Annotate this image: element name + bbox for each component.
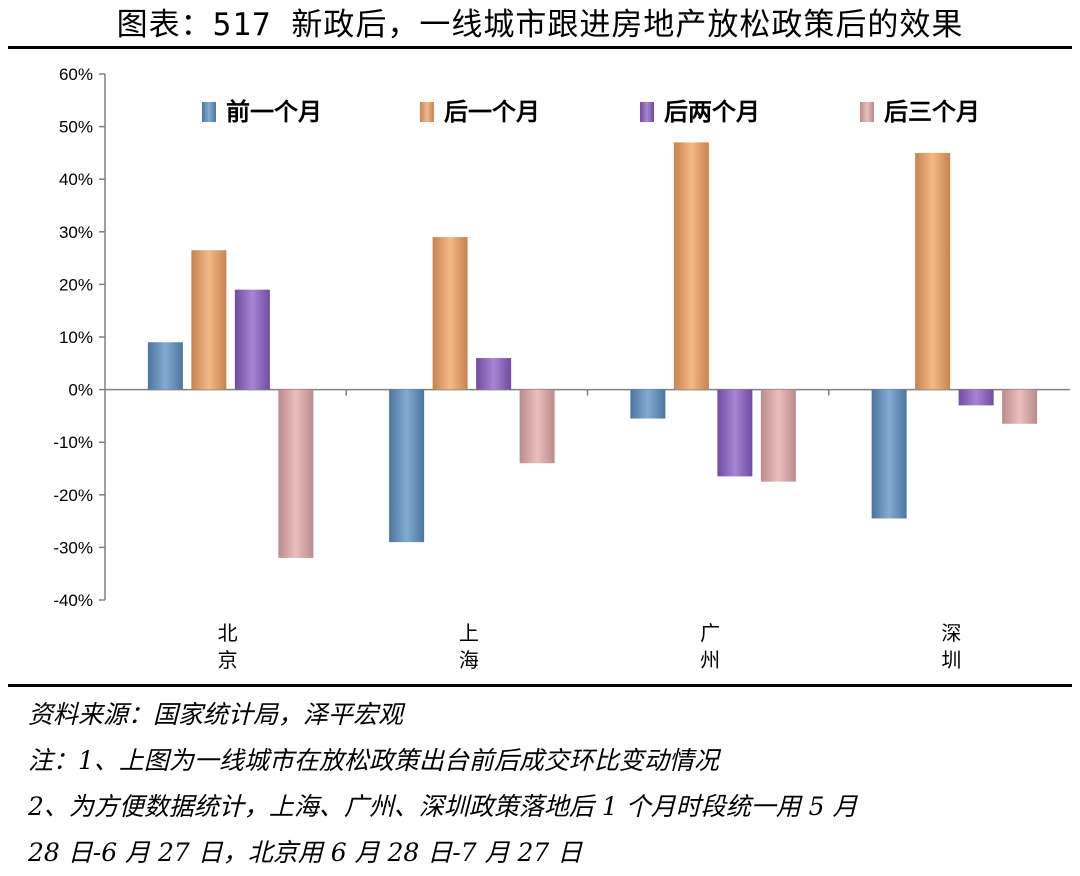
bar-chart: 60% 50% 40% 30% 20% 10% 0% -10% -20% -30% -40% 北京 上海… [53, 65, 1070, 672]
legend-swatch [420, 102, 434, 122]
category-label: 州 [700, 648, 720, 672]
y-tick-label: 30% [59, 223, 93, 242]
bar-深圳-后三个月 [1002, 389, 1038, 424]
legend-label: 前一个月 [226, 98, 322, 126]
y-tick-label: 40% [59, 170, 93, 189]
y-tick-label: 0% [68, 381, 93, 400]
y-tick-label: -30% [53, 538, 93, 557]
note-2-line-1: 2、为方便数据统计，上海、广州、深圳政策落地后 1 个月时段统一用 5 月 [28, 792, 858, 821]
bar-上海-后两个月 [476, 358, 512, 390]
bar-北京-前一个月 [147, 342, 183, 390]
bar-上海-后一个月 [432, 237, 468, 390]
bar-上海-后三个月 [519, 389, 555, 464]
category-label: 京 [218, 648, 238, 672]
legend-swatch [640, 102, 654, 122]
legend-swatch [202, 102, 216, 122]
bar-深圳-后一个月 [915, 152, 951, 390]
y-tick-label: 50% [59, 118, 93, 137]
bar-广州-后两个月 [717, 389, 753, 477]
category-label: 深 [941, 621, 961, 645]
y-tick-label: 10% [59, 328, 93, 347]
y-tick-label: -10% [53, 433, 93, 452]
y-tick-label: -40% [53, 591, 93, 610]
legend-label: 后一个月 [444, 98, 540, 126]
note-1: 注：1、上图为一线城市在放松政策出台前后成交环比变动情况 [28, 746, 719, 775]
legend-label: 后三个月 [884, 98, 980, 126]
y-tick-label: -20% [53, 486, 93, 505]
bar-北京-后两个月 [234, 289, 270, 390]
chart-title: 图表：517 新政后，一线城市跟进房地产放松政策后的效果 [116, 7, 964, 43]
y-tick-label: 20% [59, 275, 93, 294]
category-label: 广 [700, 621, 720, 645]
legend-swatch [860, 102, 874, 122]
bar-北京-后一个月 [191, 250, 227, 390]
category-label: 圳 [941, 648, 961, 672]
legend-label: 后两个月 [664, 98, 760, 126]
bar-北京-后三个月 [278, 389, 314, 558]
y-tick-label: 60% [59, 65, 93, 84]
bar-广州-前一个月 [630, 389, 666, 419]
bar-上海-前一个月 [389, 389, 425, 543]
note-2-line-2: 28 日-6 月 27 日，北京用 6 月 28 日-7 月 27 日 [28, 838, 583, 867]
category-label: 上 [459, 621, 479, 645]
notes-divider [8, 684, 1072, 687]
category-label: 北 [218, 621, 238, 645]
bar-广州-后三个月 [760, 389, 796, 482]
bar-深圳-前一个月 [871, 389, 907, 519]
bar-广州-后一个月 [673, 142, 709, 390]
category-label: 海 [459, 648, 479, 672]
title-divider [8, 46, 1072, 49]
bar-深圳-后两个月 [958, 389, 994, 406]
source-note: 资料来源：国家统计局，泽平宏观 [28, 700, 404, 729]
